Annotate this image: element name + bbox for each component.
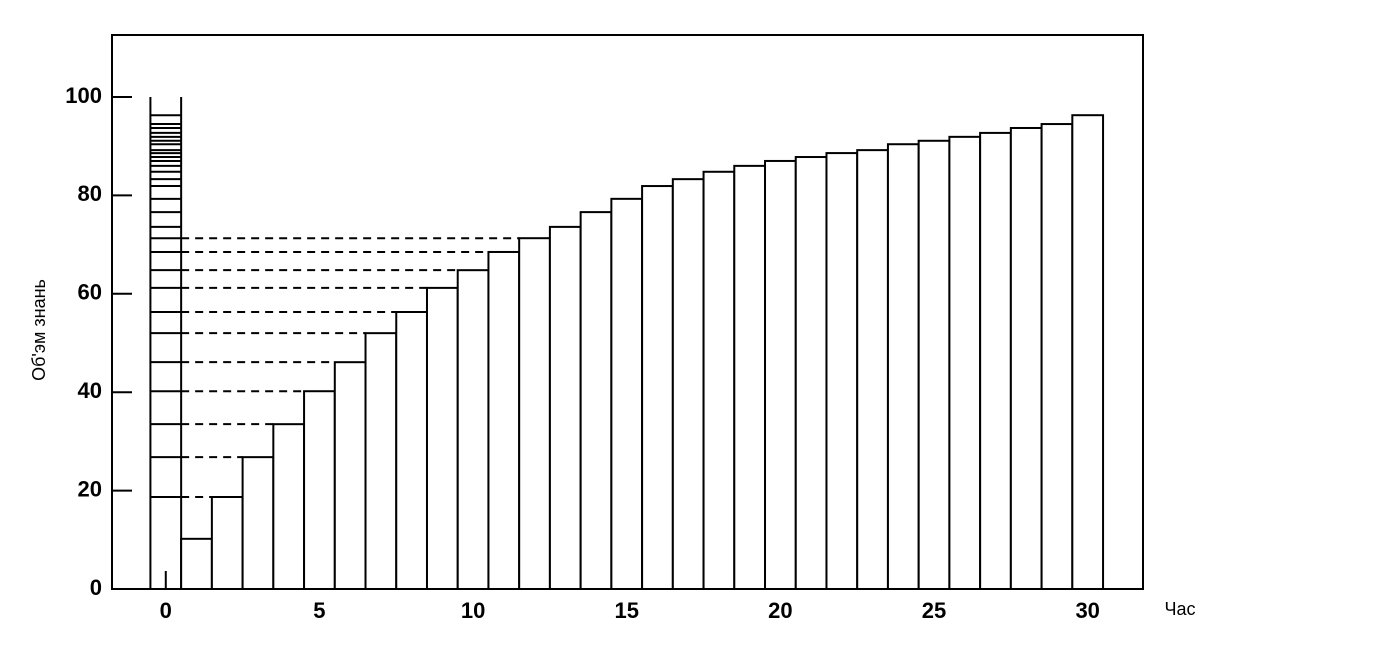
y-tick-label: 60: [78, 280, 102, 305]
x-tick-label: 15: [614, 598, 638, 623]
bar: [210, 495, 244, 590]
bar: [917, 139, 951, 590]
bar: [364, 332, 398, 590]
bar: [395, 311, 428, 590]
bar: [303, 390, 336, 590]
bar: [641, 185, 674, 591]
x-axis-label: Час: [1164, 599, 1195, 619]
y-tick-label: 80: [78, 181, 102, 206]
y-tick-label: 100: [65, 83, 102, 108]
x-tick-label: 30: [1075, 598, 1099, 623]
bar: [333, 361, 367, 590]
bar: [948, 135, 982, 591]
bar: [180, 537, 213, 590]
bar: [856, 149, 889, 590]
bar: [272, 423, 306, 590]
y-tick-label: 0: [90, 575, 102, 600]
y-tick-label: 20: [78, 476, 102, 501]
x-tick-label: 20: [768, 598, 792, 623]
bar: [487, 250, 521, 590]
bar: [764, 159, 797, 590]
x-tick-label: 5: [313, 598, 325, 623]
bar: [1040, 123, 1074, 590]
y-axis-label: Об'эм знань: [29, 279, 49, 381]
bar: [825, 152, 859, 591]
bar: [886, 143, 920, 590]
bar: [979, 131, 1012, 590]
bar: [548, 225, 582, 590]
y-tick-label: 40: [78, 378, 102, 403]
x-tick-label: 10: [461, 598, 485, 623]
bar: [456, 269, 490, 590]
bar: [518, 237, 551, 590]
bar: [702, 170, 736, 590]
bar: [241, 456, 275, 590]
bar: [579, 211, 613, 590]
x-tick-label: 0: [160, 598, 172, 623]
bar: [794, 156, 828, 590]
bar: [733, 164, 767, 590]
x-tick-label: 25: [922, 598, 946, 623]
bar: [671, 178, 705, 590]
bar: [1071, 114, 1105, 591]
bar: [610, 197, 644, 590]
bar: [425, 286, 459, 590]
bar: [1009, 126, 1043, 590]
